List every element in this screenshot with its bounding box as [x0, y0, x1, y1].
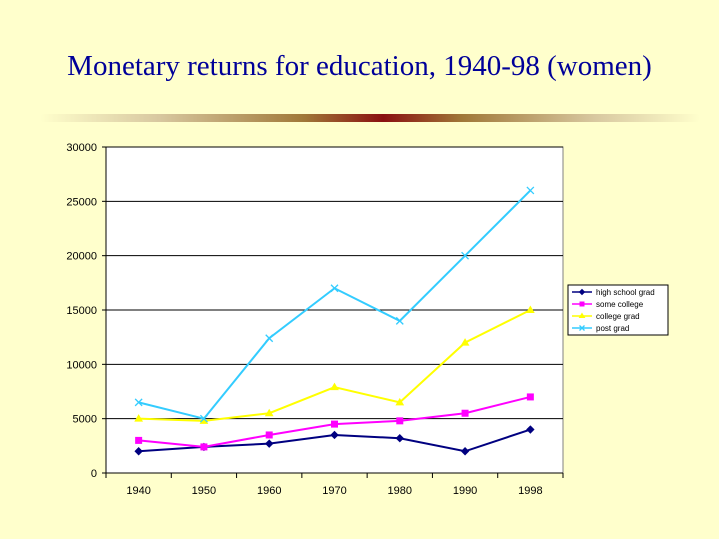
y-tick-label: 20000 — [66, 251, 97, 263]
data-point — [461, 251, 470, 260]
data-point — [460, 447, 470, 456]
y-tick-label: 30000 — [66, 142, 97, 154]
data-point — [134, 447, 143, 456]
data-point — [395, 397, 405, 406]
y-tick-label: 15000 — [66, 305, 97, 317]
data-point — [526, 186, 535, 195]
data-point — [525, 305, 535, 313]
data-point — [395, 316, 404, 325]
data-point — [265, 439, 274, 448]
y-tick-label: 0 — [91, 468, 97, 480]
data-point — [526, 393, 534, 401]
y-tick-label: 10000 — [66, 359, 97, 371]
legend-marker — [578, 312, 586, 318]
title-divider — [40, 114, 700, 122]
slide-title: Monetary returns for education, 1940-98 … — [67, 50, 652, 82]
data-point — [460, 338, 470, 346]
x-tick-label: 1990 — [453, 485, 477, 497]
y-tick-label: 5000 — [73, 414, 97, 426]
data-point — [330, 430, 339, 440]
data-point — [265, 431, 273, 439]
y-tick-label: 25000 — [66, 196, 97, 208]
legend-entry: college grad — [596, 312, 640, 321]
legend — [567, 284, 669, 336]
data-point — [526, 425, 535, 434]
data-point — [330, 382, 339, 391]
data-point — [396, 417, 404, 425]
x-tick-label: 1998 — [518, 485, 542, 497]
data-point — [200, 443, 208, 451]
legend-marker — [579, 301, 585, 307]
legend-marker — [579, 325, 585, 331]
data-point — [199, 414, 208, 423]
data-point — [134, 414, 144, 422]
data-point — [135, 436, 143, 444]
data-point — [461, 409, 469, 417]
x-tick-label: 1970 — [322, 485, 346, 497]
data-point — [331, 420, 338, 428]
data-point — [265, 334, 274, 343]
legend-entry: post grad — [596, 324, 629, 333]
data-point — [330, 284, 339, 293]
x-tick-label: 1960 — [257, 485, 281, 497]
data-point — [395, 434, 404, 443]
legend-entry: some college — [596, 300, 644, 309]
x-tick-label: 1950 — [192, 485, 216, 497]
data-point — [134, 398, 143, 407]
legend-marker — [578, 288, 586, 296]
x-tick-label: 1940 — [126, 485, 150, 497]
x-tick-label: 1980 — [388, 485, 412, 497]
legend-entry: high school grad — [596, 288, 655, 297]
data-point — [264, 408, 274, 417]
